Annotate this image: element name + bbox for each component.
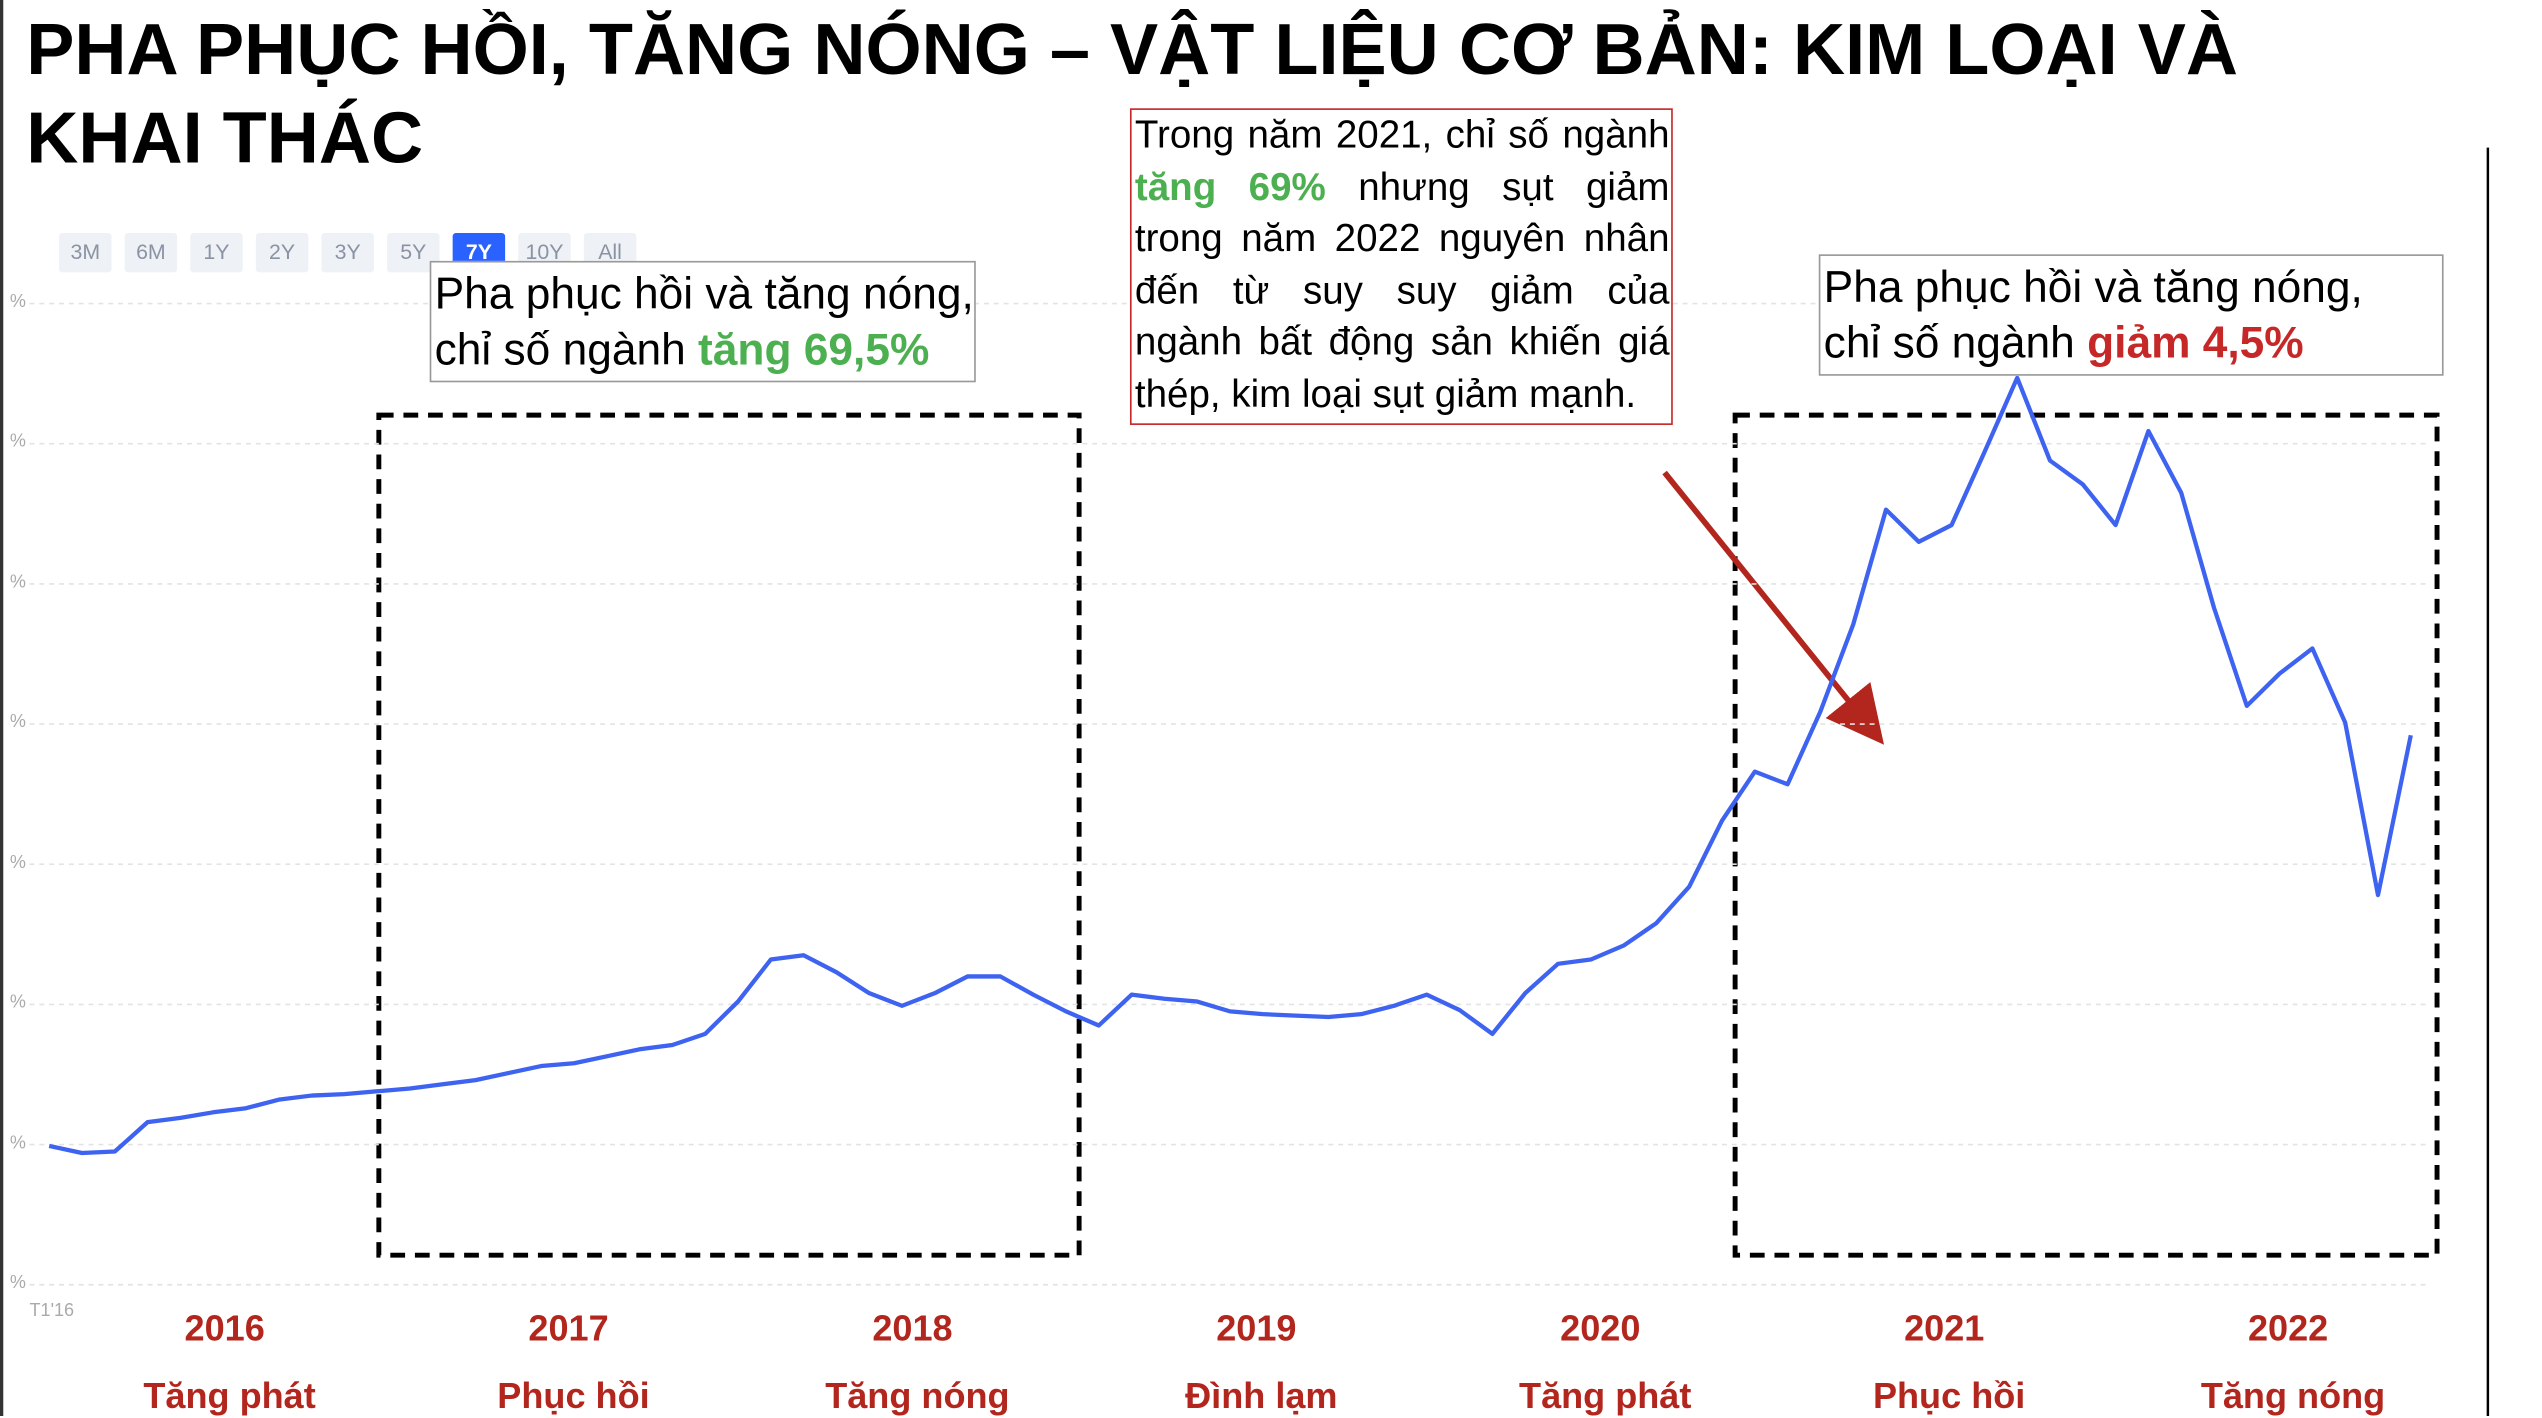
phase-label: Phục hồi: [1872, 1374, 2026, 1417]
arrow: [1662, 470, 1885, 745]
y-tick-label: %: [9, 292, 26, 312]
year-label: 2018: [872, 1307, 953, 1349]
y-tick-label: %: [9, 1133, 26, 1153]
phase-label: Đình lạm: [1185, 1374, 1338, 1417]
annotation: Pha phục hồi và tăng nóng, chỉ số ngành …: [1818, 254, 2444, 376]
year-label: 2022: [2247, 1307, 2329, 1349]
range-button[interactable]: 3M: [59, 232, 112, 273]
note-text: Trong năm 2021, chỉ số ngành: [1134, 113, 1670, 156]
year-label: 2017: [528, 1307, 609, 1349]
phase-label: Tăng phát: [143, 1374, 316, 1417]
annotation-text: chỉ số ngành: [434, 324, 699, 375]
year-label: 2019: [1216, 1307, 1297, 1349]
year-label: 2016: [184, 1307, 265, 1349]
y-tick-label: %: [9, 852, 26, 873]
range-button[interactable]: 3Y: [321, 232, 374, 273]
year-label: 2020: [1560, 1307, 1641, 1349]
y-tick-label: %: [9, 572, 26, 593]
year-label: 2021: [1904, 1307, 1985, 1349]
y-tick-label: %: [9, 1273, 26, 1293]
annotation-text: Pha phục hồi và tăng nóng,: [434, 269, 974, 319]
x-start-label: T1'16: [29, 1301, 75, 1321]
phase-label: Phục hồi: [497, 1374, 650, 1417]
annotation: Pha phục hồi và tăng nóng, chỉ số ngành …: [429, 260, 976, 383]
range-button[interactable]: 2Y: [255, 232, 309, 273]
phase-label: Tăng phát: [1519, 1374, 1692, 1417]
y-tick-label: %: [9, 992, 26, 1013]
annotation-text: chỉ số ngành giảm 4,5%: [1824, 315, 2442, 371]
range-button[interactable]: 6M: [124, 232, 178, 273]
phase-label: Tăng nóng: [825, 1374, 1010, 1417]
phase-label: Tăng nóng: [2200, 1374, 2386, 1417]
annotation-highlight: giảm 4,5%: [2087, 318, 2304, 368]
range-buttons: 3M 6M 1Y 2Y 3Y 5Y 7Y 10Y All: [59, 232, 637, 273]
title: PHA PHỤC HỒI, TĂNG NÓNG – VẬT LIỆU CƠ BẢ…: [26, 9, 2238, 179]
range-button[interactable]: 1Y: [190, 232, 243, 273]
period-box: [1732, 412, 2440, 1258]
period-box: [376, 412, 1082, 1258]
note-highlight: tăng 69%: [1134, 164, 1326, 208]
annotation-highlight: tăng 69,5%: [698, 324, 930, 375]
annotation-text: chỉ số ngành tăng 69,5%: [435, 322, 974, 378]
note: Trong năm 2021, chỉ số ngành tăng 69% nh…: [1129, 108, 1673, 425]
data-line: [48, 375, 2413, 1156]
note-text: nhưng sụt giảm trong năm 2022 nguyên nhâ…: [1134, 164, 1670, 415]
y-tick-label: %: [9, 712, 26, 733]
y-tick-label: %: [9, 432, 26, 452]
annotation-text: Pha phục hồi và tăng nóng,: [1823, 262, 2363, 312]
annotation-text: chỉ số ngành: [1823, 318, 2088, 368]
